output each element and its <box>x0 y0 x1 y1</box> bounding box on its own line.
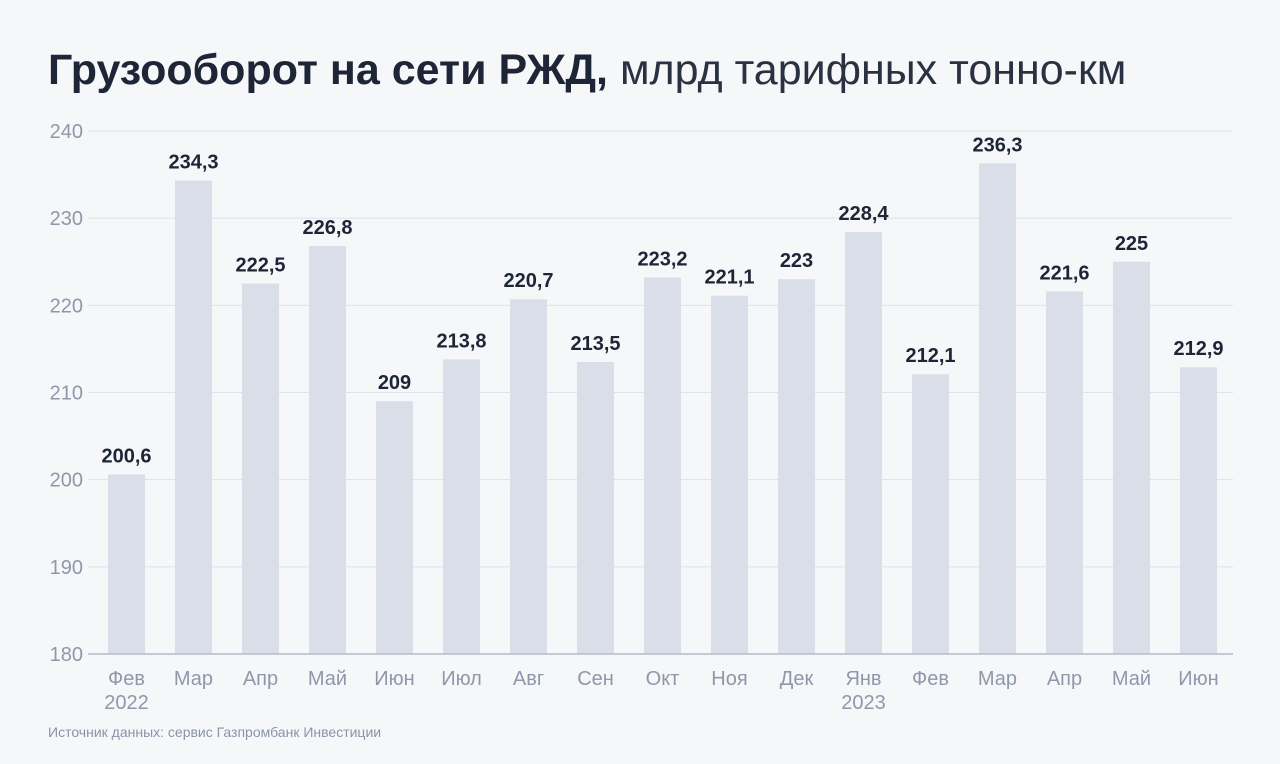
x-tick-label: Мар <box>978 668 1017 690</box>
x-tick-label: Июл <box>441 668 482 690</box>
bar <box>108 474 145 654</box>
bar-value-label: 220,7 <box>503 270 553 292</box>
y-tick-label: 240 <box>50 121 83 143</box>
y-tick-label: 180 <box>50 644 83 666</box>
bar-value-label: 228,4 <box>838 203 889 225</box>
bar-value-label: 234,3 <box>168 152 218 174</box>
x-tick-label: Апр <box>1047 668 1082 690</box>
bar-value-label: 226,8 <box>302 217 352 239</box>
bar <box>443 359 480 654</box>
bar <box>1113 261 1150 654</box>
x-tick-label: Янв <box>845 668 881 690</box>
bar-value-label: 223,2 <box>637 248 687 270</box>
bar <box>309 246 346 654</box>
x-tick-label: Фев <box>108 668 145 690</box>
y-tick-label: 220 <box>50 295 83 317</box>
x-tick-label: Авг <box>513 668 544 690</box>
bar-value-label: 221,1 <box>704 267 754 289</box>
x-tick-year-label: 2022 <box>104 692 149 714</box>
bar <box>1180 367 1217 654</box>
title-bold-part: Грузооборот на сети РЖД, <box>48 46 609 94</box>
bar-value-label: 213,5 <box>570 333 620 355</box>
bar <box>979 163 1016 655</box>
x-tick-label: Июн <box>374 668 414 690</box>
bar <box>1046 291 1083 654</box>
x-tick-year-label: 2023 <box>841 692 886 714</box>
x-tick-label: Дек <box>780 668 814 690</box>
bar-value-label: 225 <box>1115 233 1148 255</box>
chart-title: Грузооборот на сети РЖД, млрд тарифных т… <box>48 44 1126 96</box>
bar <box>711 295 748 654</box>
bar-value-label: 209 <box>378 372 411 394</box>
x-tick-label: Июн <box>1178 668 1218 690</box>
bar-value-label: 236,3 <box>972 134 1022 156</box>
bar <box>510 299 547 654</box>
data-source-note: Источник данных: сервис Газпромбанк Инве… <box>48 724 382 740</box>
x-tick-label: Окт <box>646 668 680 690</box>
y-tick-label: 210 <box>50 383 83 405</box>
title-unit-part: млрд тарифных тонно-км <box>619 46 1127 94</box>
bar <box>376 401 413 654</box>
bar-value-label: 212,9 <box>1173 338 1223 360</box>
bar <box>778 279 815 654</box>
x-tick-label: Фев <box>912 668 949 690</box>
bar <box>242 283 279 654</box>
bar <box>577 361 614 654</box>
y-tick-label: 200 <box>50 470 83 492</box>
y-tick-label: 230 <box>50 208 83 230</box>
x-tick-label: Май <box>1112 668 1151 690</box>
bar-value-label: 222,5 <box>235 255 285 277</box>
bar <box>175 180 212 654</box>
x-tick-label: Сен <box>577 668 614 690</box>
x-tick-label: Апр <box>243 668 278 690</box>
x-tick-label: Ноя <box>711 668 747 690</box>
bar-value-label: 212,1 <box>905 345 955 367</box>
bar <box>644 277 681 654</box>
y-tick-label: 190 <box>50 557 83 579</box>
bar-value-label: 221,6 <box>1039 262 1089 284</box>
bar <box>912 374 949 654</box>
bar <box>845 232 882 654</box>
bar-value-label: 200,6 <box>101 445 151 467</box>
bar-value-label: 223 <box>780 250 813 272</box>
bar-value-label: 213,8 <box>436 330 486 352</box>
x-tick-label: Мар <box>174 668 213 690</box>
x-tick-label: Май <box>308 668 347 690</box>
